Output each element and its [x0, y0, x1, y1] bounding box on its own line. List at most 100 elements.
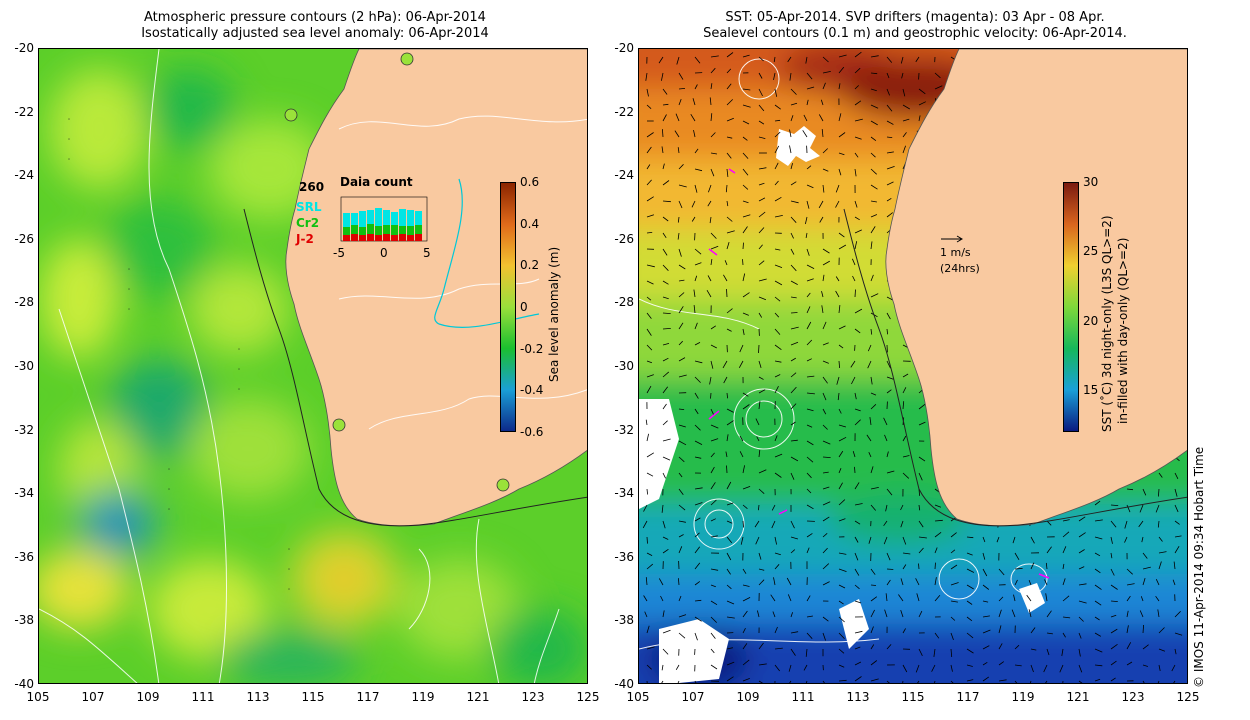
- velocity-arrow: [646, 214, 655, 218]
- velocity-arrow: [678, 264, 686, 270]
- velocity-arrow: [1062, 578, 1066, 586]
- velocity-arrow: [934, 519, 943, 522]
- velocity-arrow: [1094, 600, 1102, 606]
- velocity-arrow: [1062, 531, 1070, 538]
- velocity-arrow: [870, 168, 877, 175]
- velocity-arrow: [694, 408, 699, 415]
- velocity-arrow: [726, 99, 733, 106]
- cyan-contour: [434, 178, 540, 328]
- velocity-arrow: [886, 181, 894, 186]
- velocity-arrow: [723, 274, 728, 282]
- velocity-arrow: [1026, 594, 1032, 602]
- y-tick-left: -26: [14, 231, 34, 246]
- velocity-arrow: [694, 376, 701, 383]
- histogram-bar: [415, 211, 422, 225]
- velocity-arrow: [1142, 680, 1145, 683]
- velocity-arrow: [822, 471, 829, 474]
- velocity-arrow: [662, 280, 669, 285]
- velocity-arrow: [739, 344, 744, 353]
- velocity-arrow: [838, 632, 845, 639]
- velocity-arrow: [915, 664, 920, 673]
- x-tick-left: 111: [191, 690, 215, 704]
- velocity-arrow: [1044, 579, 1048, 586]
- velocity-arrow: [706, 289, 712, 298]
- velocity-arrow: [662, 216, 669, 222]
- velocity-arrow: [710, 584, 716, 588]
- x-tick-left: 113: [246, 690, 270, 704]
- velocity-arrow: [1094, 616, 1100, 621]
- velocity-arrow: [694, 424, 701, 431]
- velocity-arrow: [742, 184, 749, 190]
- velocity-arrow: [854, 216, 860, 221]
- velocity-arrow: [694, 502, 703, 506]
- velocity-arrow: [1094, 519, 1103, 522]
- velocity-arrow: [694, 581, 701, 586]
- velocity-arrow: [1078, 549, 1085, 554]
- velocity-arrow: [742, 678, 750, 682]
- velocity-arrow: [918, 536, 927, 539]
- velocity-arrow: [1142, 488, 1147, 496]
- velocity-arrow: [902, 628, 906, 634]
- velocity-arrow: [918, 456, 926, 462]
- velocity-arrow: [1142, 552, 1148, 559]
- velocity-arrow: [803, 664, 808, 671]
- x-tick-left: 117: [356, 690, 380, 704]
- velocity-arrow: [677, 147, 680, 154]
- velocity-arrow: [742, 504, 748, 510]
- velocity-arrow: [934, 531, 942, 538]
- inset-xtick-pos: 5: [423, 246, 431, 260]
- x-tick-right: 121: [1066, 690, 1090, 704]
- velocity-arrow: [694, 322, 698, 330]
- sea-level-map: [38, 48, 588, 684]
- cloud-mask: [639, 126, 1045, 683]
- velocity-arrow: [805, 680, 808, 683]
- data-count-histogram: [343, 208, 422, 241]
- scale-sublabel: (24hrs): [940, 262, 980, 275]
- velocity-arrow: [1030, 680, 1032, 683]
- velocity-arrow: [726, 52, 734, 58]
- velocity-arrow: [934, 72, 941, 79]
- velocity-arrow: [918, 504, 921, 511]
- velocity-arrow: [982, 661, 988, 666]
- velocity-arrow: [790, 631, 799, 634]
- velocity-arrow: [822, 342, 829, 346]
- velocity-arrow: [1094, 632, 1102, 637]
- histogram-bar: [407, 235, 414, 241]
- velocity-arrow: [982, 600, 989, 603]
- velocity-arrow: [694, 84, 698, 90]
- histogram-bar: [415, 234, 422, 241]
- velocity-arrow: [1157, 520, 1160, 528]
- velocity-arrow: [838, 616, 845, 623]
- velocity-arrow: [677, 216, 680, 223]
- velocity-arrow: [866, 434, 872, 442]
- velocity-arrow: [646, 552, 653, 556]
- velocity-arrow: [822, 82, 826, 90]
- velocity-arrow: [742, 136, 748, 141]
- pressure-contours: [39, 49, 560, 683]
- velocity-arrow: [758, 376, 764, 380]
- legend-srl: SRL: [296, 200, 322, 214]
- velocity-arrow: [886, 451, 889, 458]
- velocity-arrow: [806, 264, 815, 269]
- velocity-arrow: [724, 260, 728, 266]
- velocity-arrow: [851, 376, 856, 385]
- velocity-arrow: [790, 536, 799, 540]
- velocity-arrow: [710, 568, 719, 571]
- velocity-arrow: [694, 562, 701, 570]
- velocity-arrow: [678, 595, 682, 602]
- y-tick-left: -30: [14, 359, 34, 373]
- velocity-arrow: [1158, 664, 1161, 671]
- velocity-arrow: [1173, 561, 1176, 570]
- velocity-arrow: [694, 440, 703, 445]
- histogram-bar: [375, 226, 382, 235]
- inset-xtick-zero: 0: [380, 246, 388, 260]
- y-tick-right: -36: [614, 549, 634, 564]
- velocity-arrow: [726, 502, 734, 506]
- velocity-arrow: [738, 360, 744, 368]
- velocity-arrow: [838, 244, 847, 250]
- velocity-arrow: [854, 289, 856, 298]
- velocity-arrow: [1030, 664, 1034, 673]
- velocity-arrow: [772, 611, 776, 618]
- velocity-arrow: [726, 434, 729, 442]
- velocity-arrow: [710, 360, 714, 369]
